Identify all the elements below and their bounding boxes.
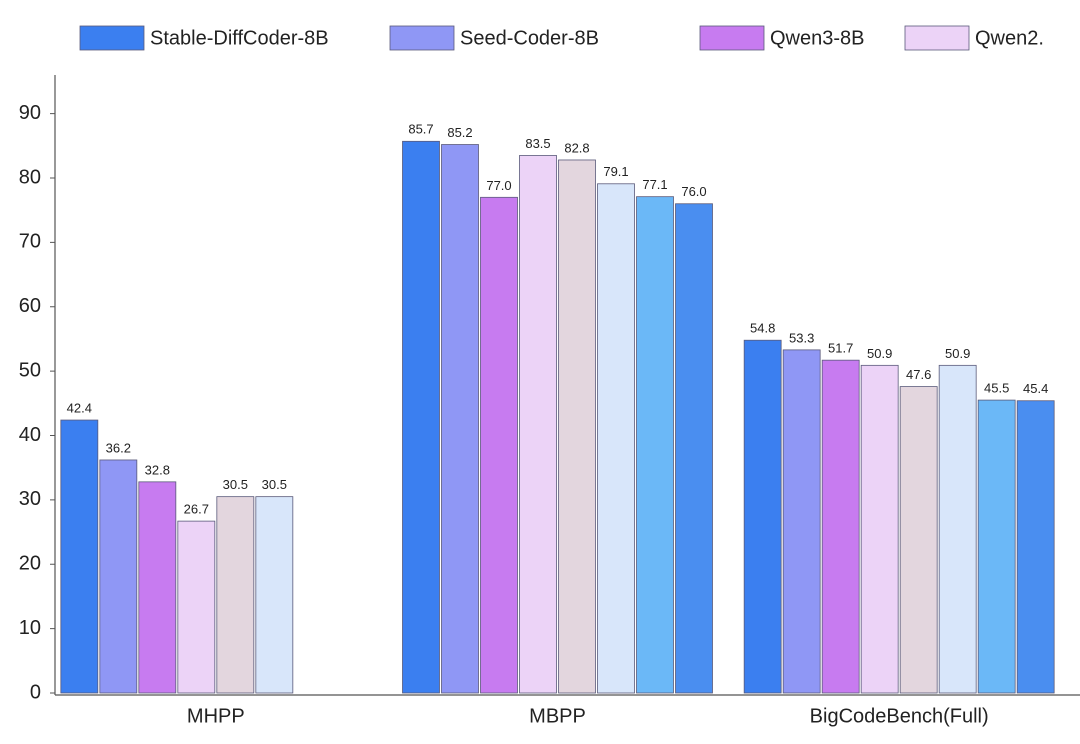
x-tick-label: MBPP [529, 705, 586, 727]
value-label: 30.5 [262, 477, 287, 492]
y-tick-label: 20 [19, 553, 41, 575]
legend-label: Qwen2. [975, 27, 1044, 49]
y-tick-label: 40 [19, 424, 41, 446]
value-label: 42.4 [67, 400, 92, 415]
bar [821, 359, 860, 694]
x-tick-label: MHPP [187, 705, 245, 727]
y-tick-label: 30 [19, 488, 41, 510]
bar [675, 203, 713, 694]
bar [597, 183, 635, 694]
y-tick-label: 0 [30, 681, 41, 703]
legend-swatch [699, 25, 765, 51]
legend-swatch [79, 25, 145, 51]
y-tick-label: 80 [19, 166, 41, 188]
y-tick-label: 10 [19, 617, 41, 639]
value-label: 77.1 [642, 177, 667, 192]
y-tick-label: 90 [19, 102, 41, 124]
bar [441, 144, 479, 694]
bar [402, 140, 440, 694]
value-label: 36.2 [106, 440, 131, 455]
bar [255, 496, 294, 694]
value-label: 50.9 [945, 346, 970, 361]
value-label: 51.7 [828, 341, 853, 356]
value-label: 45.5 [984, 381, 1009, 396]
bar [938, 364, 977, 694]
y-tick-label: 70 [19, 231, 41, 253]
value-label: 76.0 [681, 184, 706, 199]
value-label: 79.1 [603, 164, 628, 179]
bar [138, 481, 177, 694]
y-tick-label: 60 [19, 295, 41, 317]
value-label: 85.7 [408, 122, 433, 137]
bar [480, 196, 518, 694]
value-label: 85.2 [447, 125, 472, 140]
legend-swatch [904, 25, 970, 51]
bar [177, 520, 216, 694]
bar [977, 399, 1016, 694]
bar [558, 159, 596, 694]
legend-label: Stable-DiffCoder-8B [150, 27, 329, 49]
value-label: 32.8 [145, 462, 170, 477]
legend-swatch [389, 25, 455, 51]
value-label: 82.8 [564, 140, 589, 155]
bar [99, 459, 138, 694]
bar [519, 155, 557, 694]
bar [60, 419, 99, 694]
value-label: 26.7 [184, 502, 209, 517]
bar [1016, 400, 1055, 694]
value-label: 53.3 [789, 330, 814, 345]
value-label: 83.5 [525, 136, 550, 151]
value-label: 50.9 [867, 346, 892, 361]
bar [899, 386, 938, 694]
legend-label: Seed-Coder-8B [460, 27, 599, 49]
bar [860, 364, 899, 694]
y-tick-label: 50 [19, 359, 41, 381]
bar [782, 349, 821, 694]
bar [743, 339, 782, 694]
value-label: 45.4 [1023, 381, 1048, 396]
value-label: 77.0 [486, 178, 511, 193]
bar [216, 496, 255, 694]
legend-label: Qwen3-8B [770, 27, 865, 49]
value-label: 54.8 [750, 321, 775, 336]
bar [636, 196, 674, 694]
x-tick-label: BigCodeBench(Full) [810, 705, 989, 727]
value-label: 30.5 [223, 477, 248, 492]
value-label: 47.6 [906, 367, 931, 382]
